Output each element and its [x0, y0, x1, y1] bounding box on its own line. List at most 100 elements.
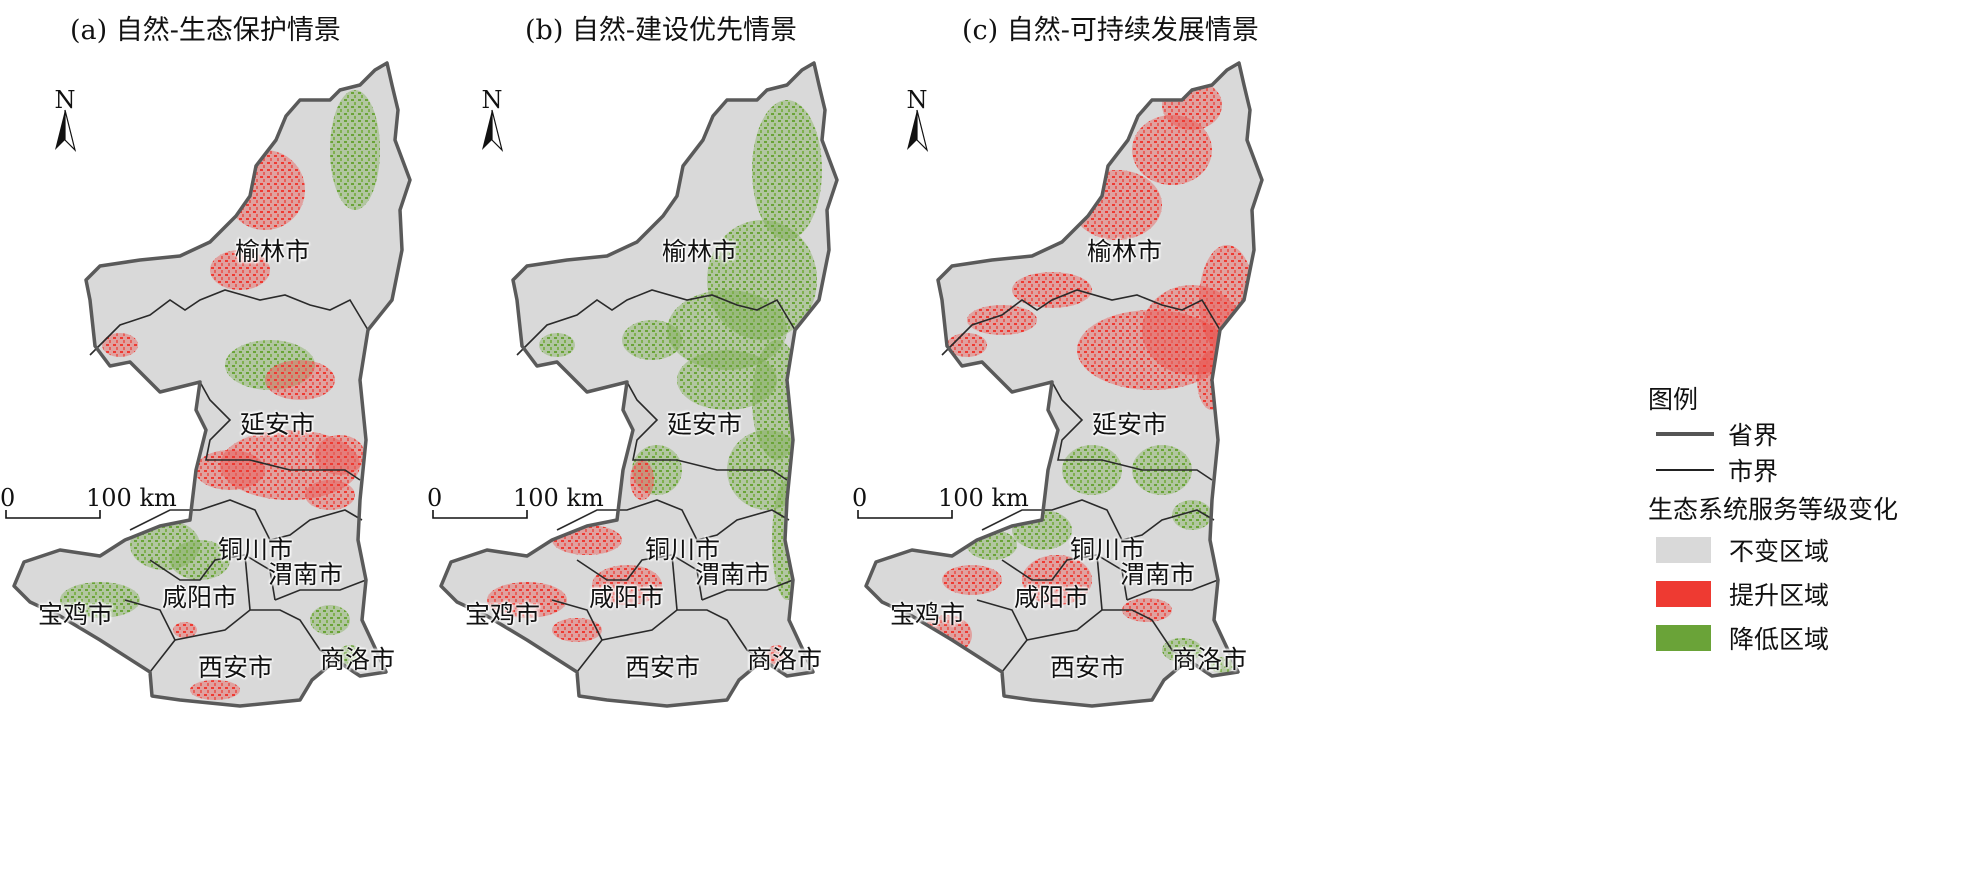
province-boundary: [12, 61, 412, 708]
unchanged-area: [14, 63, 410, 706]
improved-area: [767, 645, 787, 665]
map-panel-construction-priority: (b) 自然-建设优先情景 N 0 100 km 榆林市 延安市 铜川市 渭南市 咸阳市 宝鸡市西…: [427, 0, 857, 889]
panel-title: (c) 自然-可持续发展情景: [962, 15, 1259, 46]
city-boundary: [174, 609, 337, 661]
unchanged-area: [866, 63, 1262, 706]
city-label-yanan: 延安市: [1092, 410, 1168, 439]
city-label-yulin: 榆林市: [662, 237, 738, 266]
province-map: [5, 61, 412, 708]
improved-area: [190, 680, 240, 700]
degraded-area: [60, 582, 140, 618]
scale-bar: [5, 510, 101, 519]
city-label-yanan: 延安市: [240, 410, 316, 439]
city-label-yulin: 榆林市: [235, 237, 311, 266]
city-label-tongchuan: 铜川市: [645, 535, 721, 564]
city-boundary: [1026, 609, 1189, 661]
map-panel-ecological-protection: (a) 自然-生态保护情景 N 0 100 km 榆林市延安市铜川市 渭南市咸阳市宝鸡市西…: [0, 0, 430, 889]
north-letter: N: [906, 86, 928, 114]
city-label-baoji: 宝鸡市: [890, 600, 966, 629]
city-boundary: [941, 289, 1221, 356]
scale-bar: [857, 510, 953, 519]
city-boundary: [274, 579, 367, 601]
swatch-unchanged: [1656, 537, 1711, 563]
city-boundary: [199, 381, 361, 481]
city-boundary: [149, 554, 276, 601]
improved-area: [552, 618, 602, 642]
improved-area: [225, 150, 305, 230]
city-boundary: [976, 599, 1028, 673]
north-arrow-icon: [482, 109, 504, 152]
city-label-weinan: 渭南市: [268, 560, 344, 589]
city-boundary: [1126, 579, 1219, 601]
city-label-weinan: 渭南市: [1120, 560, 1196, 589]
swatch-improved: [1656, 581, 1711, 607]
scale-start: 0: [427, 484, 443, 512]
city-label-xian: 西安市: [198, 653, 274, 682]
legend-change-title: 生态系统服务等级变化: [1648, 495, 1899, 524]
panel-title: (a) 自然-生态保护情景: [70, 15, 341, 46]
map-panel-sustainable-development: (c) 自然-可持续发展情景 N 0 100 km 榆林市 延安市 铜川市 渭南市 咸阳市 宝鸡市…: [852, 0, 1282, 889]
north-letter: N: [54, 86, 76, 114]
city-label-tongchuan: 铜川市: [218, 535, 294, 564]
city-line-symbol: [1656, 469, 1714, 471]
improved-area: [1012, 272, 1092, 308]
degraded-area: [330, 90, 380, 210]
improved-area: [1142, 285, 1242, 375]
city-label-xianyang: 咸阳市: [1014, 583, 1090, 612]
city-boundary: [701, 579, 794, 601]
improved-area: [967, 305, 1037, 335]
improved-area: [1132, 115, 1212, 185]
improved-area: [592, 565, 662, 605]
city-label-xian: 西安市: [1050, 653, 1126, 682]
legend-item-unchanged: 不变区域: [1648, 528, 1898, 572]
north-letter: N: [481, 86, 503, 114]
city-boundary: [1001, 554, 1128, 601]
degraded-area: [338, 645, 362, 665]
legend-province-boundary: 省界: [1648, 416, 1898, 452]
scale-end: 100 km: [86, 484, 177, 512]
city-boundary: [551, 599, 603, 673]
legend-label: 市界: [1728, 457, 1779, 486]
city-label-yanan: 延安市: [667, 410, 743, 439]
north-label: N: [472, 86, 512, 114]
scale-start: 0: [852, 484, 868, 512]
legend-title: 图例: [1648, 385, 1699, 414]
city-label-shangluo: 商洛市: [320, 645, 396, 674]
city-boundary: [244, 554, 251, 611]
city-label-xian: 西安市: [625, 653, 701, 682]
degraded-area: [170, 540, 230, 580]
city-label-shangluo: 商洛市: [747, 645, 823, 674]
improved-area: [552, 525, 622, 555]
legend-label: 不变区域: [1729, 537, 1830, 566]
degraded-area: [1172, 500, 1212, 530]
scale-end: 100 km: [513, 484, 604, 512]
degraded-area: [1162, 638, 1202, 662]
city-boundary: [516, 289, 796, 356]
degraded-area: [752, 100, 822, 240]
city-boundary: [1096, 554, 1103, 611]
city-label-xianyang: 咸阳市: [162, 583, 238, 612]
degraded-area: [1062, 445, 1122, 495]
city-boundary: [671, 554, 678, 611]
city-label-shangluo: 商洛市: [1172, 645, 1248, 674]
city-label-baoji: 宝鸡市: [465, 600, 541, 629]
degraded-area: [539, 333, 575, 357]
legend: 图例 省界 市界 生态系统服务等级变化 不变区域 提升区域 降低区域: [1648, 380, 1898, 660]
city-boundary: [981, 499, 1215, 541]
improved-area: [1122, 598, 1172, 622]
scale-start: 0: [0, 484, 16, 512]
city-boundary: [626, 381, 788, 481]
north-arrow-icon: [55, 109, 77, 152]
legend-item-degraded: 降低区域: [1648, 616, 1898, 660]
north-label: N: [45, 86, 85, 114]
degraded-area: [622, 320, 682, 360]
city-label-baoji: 宝鸡市: [38, 600, 114, 629]
improved-area: [942, 565, 1002, 595]
city-boundary: [556, 499, 790, 541]
province-map: [857, 61, 1264, 708]
scale-bar: [432, 510, 528, 519]
legend-item-improved: 提升区域: [1648, 572, 1898, 616]
unchanged-area: [441, 63, 837, 706]
province-map: [432, 61, 839, 708]
province-line-symbol: [1656, 432, 1714, 436]
